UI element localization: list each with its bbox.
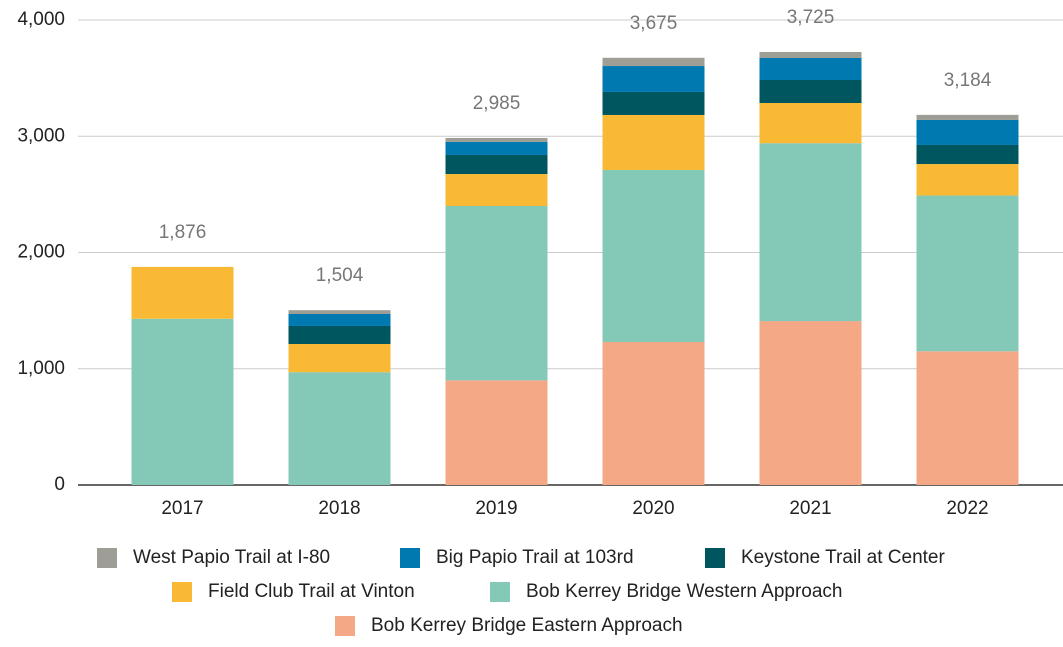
bar-segment [916, 164, 1019, 196]
bar-segment [916, 114, 1019, 120]
legend-swatch [97, 548, 117, 568]
legend-label: Field Club Trail at Vinton [208, 581, 415, 602]
y-tick-label: 2,000 [17, 242, 65, 263]
bar-segment [759, 79, 862, 104]
legend-swatch [705, 548, 725, 568]
legend-swatch [490, 582, 510, 602]
bar-segment [916, 351, 1019, 485]
bar-segment [602, 66, 705, 92]
bar-segment [759, 321, 862, 485]
total-label: 1,504 [316, 265, 364, 286]
bar-segment [445, 137, 548, 142]
total-label: 3,184 [944, 70, 992, 91]
bar-segment [759, 58, 862, 80]
legend-label: Big Papio Trail at 103rd [436, 547, 634, 568]
bar-segment [916, 195, 1019, 352]
bar-segment [131, 318, 234, 485]
bar-segment [288, 313, 391, 326]
total-label: 3,725 [787, 7, 835, 28]
bar-segment [288, 310, 391, 314]
x-tick-label: 2022 [946, 498, 988, 519]
x-tick-label: 2017 [161, 498, 203, 519]
bar-segment [445, 174, 548, 206]
bar-segment [288, 343, 391, 373]
bar-segment [445, 154, 548, 175]
bar-segment [445, 141, 548, 155]
y-tick-label: 3,000 [17, 125, 65, 146]
legend-swatch [335, 616, 355, 636]
bar-segment [288, 325, 391, 344]
x-tick-label: 2021 [789, 498, 831, 519]
bar-segment [602, 91, 705, 115]
bar-segment [916, 144, 1019, 165]
total-label: 3,675 [630, 13, 678, 34]
bar-segment [131, 266, 234, 319]
legend-swatch [172, 582, 192, 602]
x-tick-label: 2018 [318, 498, 360, 519]
bar-segment [916, 119, 1019, 145]
y-tick-label: 1,000 [17, 358, 65, 379]
legend-label: West Papio Trail at I-80 [133, 547, 330, 568]
bar-segment [759, 51, 862, 59]
total-label: 1,876 [159, 222, 207, 243]
bar-segment [759, 103, 862, 144]
bar-segment [288, 372, 391, 485]
bar-segment [445, 206, 548, 381]
bar-segment [602, 114, 705, 170]
y-tick-label: 4,000 [17, 9, 65, 30]
bar-segment [445, 380, 548, 485]
legend-label: Bob Kerrey Bridge Eastern Approach [371, 615, 683, 636]
x-tick-label: 2020 [632, 498, 674, 519]
bar-segment [602, 342, 705, 485]
legend-swatch [400, 548, 420, 568]
y-tick-label: 0 [54, 474, 65, 495]
legend-label: Keystone Trail at Center [741, 547, 945, 568]
bar-segment [602, 57, 705, 67]
x-tick-label: 2019 [475, 498, 517, 519]
bar-segment [759, 143, 862, 322]
legend-label: Bob Kerrey Bridge Western Approach [526, 581, 843, 602]
bar-segment [602, 169, 705, 343]
total-label: 2,985 [473, 93, 521, 114]
